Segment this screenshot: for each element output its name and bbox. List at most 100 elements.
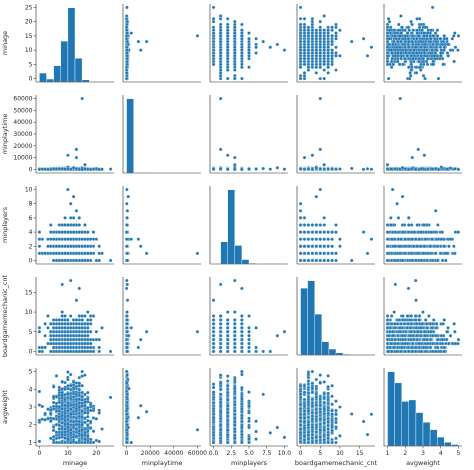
scatter-point: [211, 48, 216, 52]
scatter-point: [410, 39, 415, 44]
scatter-point: [318, 28, 322, 32]
scatter-point: [322, 37, 326, 41]
scatter-point: [326, 65, 330, 69]
scatter-point: [322, 59, 326, 64]
y-tick-label: 10000: [13, 155, 32, 162]
scatter-point: [338, 28, 342, 32]
scatter-point: [397, 22, 401, 27]
scatter-point: [298, 37, 303, 41]
scatter-point: [438, 37, 443, 41]
scatter-point: [136, 39, 141, 44]
scatter-point: [322, 54, 326, 58]
scatter-point: [302, 28, 307, 32]
panel-minage-vs-boardgamemechanic-cnt: [296, 4, 375, 83]
scatter-point: [240, 62, 244, 67]
scatter-point: [369, 45, 374, 49]
scatter-point: [409, 62, 414, 67]
scatter-point: [415, 37, 419, 41]
scatter-point: [425, 62, 430, 67]
scatter-point: [310, 22, 315, 27]
scatter-point: [405, 31, 410, 35]
scatter-point: [233, 56, 237, 61]
scatter-point: [396, 28, 401, 32]
scatter-point: [422, 48, 427, 52]
scatter-point: [314, 42, 319, 47]
scatter-point: [326, 54, 330, 58]
scatter-point: [392, 39, 396, 44]
scatter-point: [69, 167, 73, 171]
scatter-point: [408, 48, 413, 52]
scatter-point: [254, 51, 258, 55]
scatter-point: [306, 28, 311, 32]
scatter-point: [442, 34, 446, 38]
scatter-point: [218, 51, 223, 55]
scatter-point: [226, 25, 230, 30]
scatter-point: [396, 51, 400, 55]
scatter-point: [386, 17, 391, 21]
scatter-point: [399, 56, 403, 61]
scatter-point: [434, 48, 438, 52]
scatter-point: [326, 34, 330, 38]
scatter-point: [247, 37, 251, 41]
scatter-point: [298, 45, 303, 49]
scatter-point: [240, 28, 244, 32]
scatter-point: [403, 39, 407, 44]
scatter-point: [410, 65, 414, 69]
scatter-point: [298, 22, 303, 27]
scatter-point: [322, 62, 326, 67]
scatter-point: [314, 59, 319, 64]
scatter-point: [330, 39, 334, 44]
scatter-point: [310, 42, 315, 47]
scatter-point: [240, 48, 244, 52]
scatter-point: [411, 28, 416, 32]
scatter-point: [406, 45, 411, 49]
scatter-point: [195, 34, 200, 38]
scatter-point: [46, 167, 50, 172]
hist-bar: [46, 78, 54, 83]
scatter-point: [330, 25, 334, 30]
scatter-point: [226, 34, 230, 38]
scatter-point: [403, 37, 408, 41]
scatter-point: [456, 48, 460, 52]
scatter-point: [254, 42, 258, 47]
scatter-point: [350, 39, 354, 44]
scatter-point: [395, 39, 400, 44]
scatter-point: [419, 68, 423, 72]
scatter-point: [386, 76, 391, 81]
scatter-point: [124, 68, 129, 72]
scatter-point: [334, 37, 338, 41]
scatter-point: [218, 68, 223, 72]
y-tick-label: 60000: [13, 96, 32, 103]
scatter-point: [233, 25, 237, 30]
scatter-point: [318, 76, 322, 81]
scatter-point: [282, 48, 287, 52]
scatter-point: [211, 19, 216, 24]
scatter-point: [240, 42, 244, 47]
scatter-point: [412, 48, 416, 52]
scatter-point: [438, 45, 443, 49]
scatter-point: [310, 17, 315, 21]
scatter-point: [77, 167, 81, 172]
scatter-point: [124, 37, 129, 41]
scatter-point: [385, 51, 390, 55]
scatter-point: [440, 56, 445, 61]
scatter-point: [401, 48, 405, 52]
scatter-point: [417, 59, 421, 64]
scatter-point: [254, 37, 258, 41]
scatter-point: [415, 31, 419, 35]
scatter-point: [389, 65, 394, 69]
scatter-point: [334, 22, 338, 27]
scatter-point: [421, 62, 426, 67]
scatter-point: [100, 167, 104, 171]
scatter-point: [433, 39, 438, 44]
panel-minage-vs-avgweight: [383, 4, 462, 83]
panel-minplaytime-vs-minplaytime: [122, 95, 201, 174]
scatter-point: [417, 25, 422, 30]
scatter-point: [439, 48, 444, 52]
scatter-point: [445, 51, 450, 55]
panel-minplaytime-vs-minage: 0100002000030000400005000060000minplayti…: [1, 95, 114, 173]
scatter-point: [314, 37, 319, 41]
scatter-point: [240, 34, 244, 38]
scatter-point: [218, 25, 223, 30]
hist-bar: [53, 65, 61, 83]
